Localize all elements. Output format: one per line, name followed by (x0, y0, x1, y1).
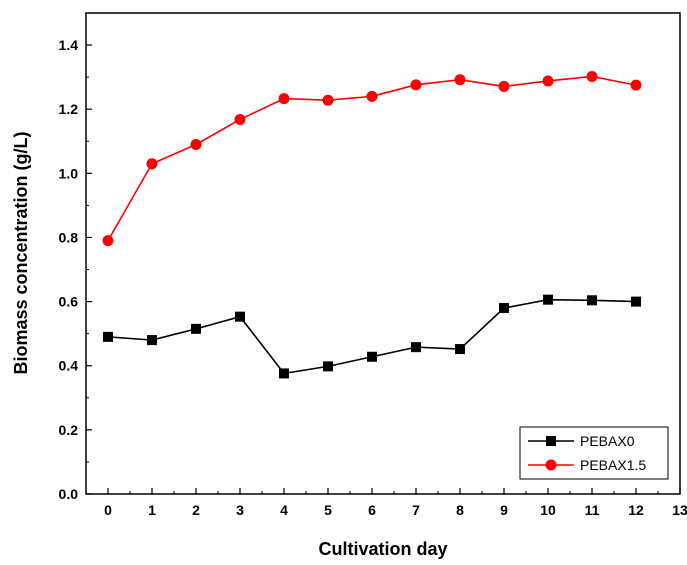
x-tick-label: 0 (104, 502, 112, 518)
data-point-0-3 (235, 311, 245, 322)
data-point-0-12 (631, 296, 641, 307)
data-point-0-7 (411, 342, 421, 353)
legend-label-pebax0: PEBAX0 (580, 433, 635, 449)
data-point-0-5 (323, 361, 333, 372)
x-tick-label: 3 (236, 502, 244, 518)
data-point-0-8 (455, 344, 465, 355)
data-point-1-9 (498, 80, 510, 92)
data-point-1-10 (542, 75, 554, 87)
legend: PEBAX0 PEBAX1.5 (519, 426, 669, 480)
data-point-0-2 (191, 323, 201, 334)
series-layer (102, 70, 642, 379)
data-point-0-9 (499, 303, 509, 314)
x-tick-label: 9 (500, 502, 508, 518)
x-tick-label: 6 (368, 502, 376, 518)
data-point-0-1 (147, 335, 157, 346)
y-tick-label: 0.0 (59, 486, 79, 502)
x-tick-label: 10 (540, 502, 556, 518)
data-point-1-1 (146, 158, 158, 170)
series-line-0 (107, 298, 637, 375)
data-point-1-12 (630, 79, 642, 91)
x-tick-label: 5 (324, 502, 332, 518)
x-tick-label: 13 (672, 502, 687, 518)
legend-label-pebax1-5: PEBAX1.5 (580, 457, 646, 473)
data-point-0-11 (587, 295, 597, 306)
plot-area-frame (85, 12, 681, 495)
data-point-1-11 (586, 70, 598, 82)
data-point-0-10 (543, 294, 553, 305)
y-tick-label: 0.6 (59, 294, 79, 310)
data-point-0-4 (279, 368, 289, 379)
data-point-1-6 (366, 90, 378, 102)
y-tick-label: 1.2 (59, 101, 79, 117)
data-point-1-7 (410, 79, 422, 91)
legend-box (519, 426, 669, 480)
x-axis-title: Cultivation day (318, 539, 447, 559)
y-axis-title: Biomass concentration (g/L) (11, 131, 31, 374)
y-tick-label: 0.4 (59, 358, 79, 374)
y-tick-label: 1.0 (59, 165, 79, 181)
data-point-1-2 (190, 138, 202, 150)
x-tick-label: 11 (585, 502, 600, 518)
x-tick-label: 2 (192, 502, 200, 518)
y-tick-label: 0.8 (59, 229, 79, 245)
y-tick-label: 0.2 (59, 422, 79, 438)
data-point-1-4 (278, 93, 290, 105)
data-point-1-3 (234, 113, 246, 125)
data-point-1-5 (322, 94, 334, 106)
y-tick-label: 1.4 (59, 37, 79, 53)
x-tick-label: 8 (456, 502, 464, 518)
x-tick-label: 4 (280, 502, 288, 518)
x-tick-label: 7 (412, 502, 420, 518)
x-tick-label: 12 (628, 502, 644, 518)
x-axis: 0 1 2 3 4 5 6 7 8 9 10 11 12 13 (104, 488, 687, 518)
data-point-1-0 (102, 235, 114, 247)
data-point-0-0 (103, 331, 113, 342)
legend-marker-pebax1-5 (545, 459, 557, 471)
data-point-0-6 (367, 351, 377, 362)
x-tick-label: 1 (148, 502, 156, 518)
y-axis: 0.0 0.2 0.4 0.6 0.8 1.0 1.2 1.4 (59, 12, 92, 502)
data-point-1-8 (454, 74, 466, 86)
legend-marker-pebax0 (546, 436, 556, 446)
